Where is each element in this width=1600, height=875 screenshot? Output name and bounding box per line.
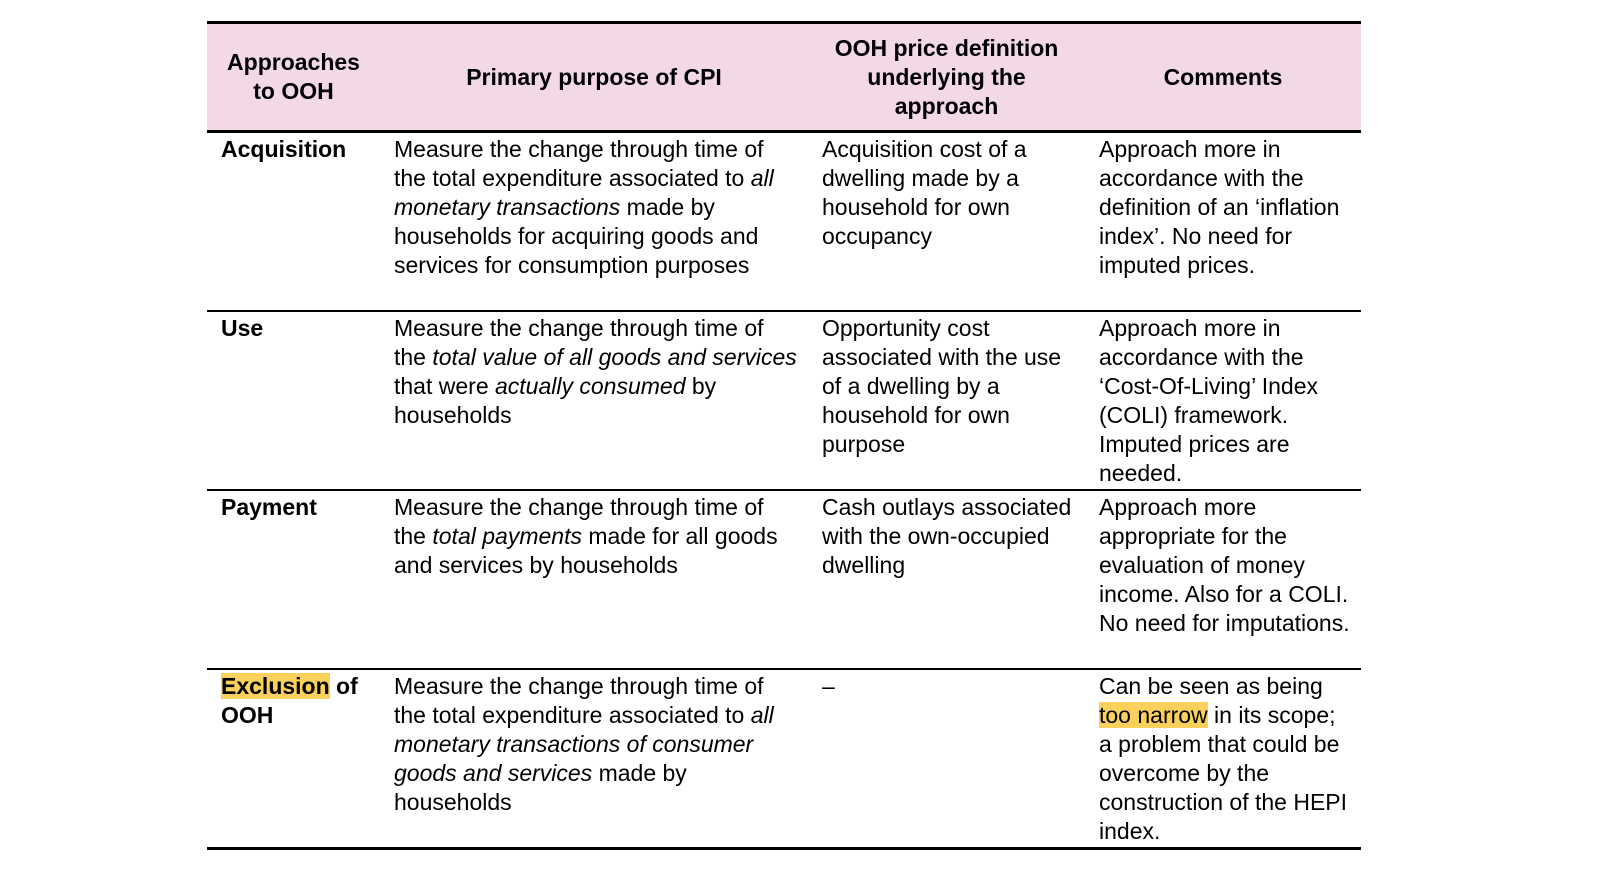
highlighted-text: too narrow — [1099, 702, 1208, 728]
cell-purpose: Measure the change through time of the t… — [380, 132, 808, 312]
table-row: Payment Measure the change through time o… — [207, 490, 1361, 669]
cell-approach: Payment — [207, 490, 380, 669]
cell-approach: Use — [207, 311, 380, 490]
italic-text: total payments — [432, 523, 582, 549]
cell-text: made by households — [394, 760, 687, 815]
cell-text: Approach more in accordance with the ‘Co… — [1099, 315, 1319, 486]
cell-text: made by households for acquiring goods a… — [394, 194, 759, 278]
cell-definition: – — [808, 669, 1085, 849]
cell-text: made for all goods and services by house… — [394, 523, 778, 578]
header-approaches: Approaches to OOH — [227, 49, 360, 104]
cell-text: Acquisition cost of a dwelling made by a… — [822, 136, 1027, 249]
cell-text: Payment — [221, 494, 317, 520]
cell-text: Approach more appropriate for the evalua… — [1099, 494, 1350, 636]
cell-text: of OOH — [221, 673, 358, 728]
table-row: Exclusion of OOH Measure the change throu… — [207, 669, 1361, 849]
cell-comments: Approach more in accordance with the def… — [1085, 132, 1361, 312]
italic-text: all monetary transactions of consumer go… — [394, 702, 774, 786]
italic-text: all monetary transactions — [394, 165, 774, 220]
cell-text: by households — [394, 373, 717, 428]
cell-comments: Can be seen as being too narrow in its s… — [1085, 669, 1361, 849]
cell-text: Opportunity cost associated with the use… — [822, 315, 1062, 457]
highlighted-text: Exclusion — [221, 673, 330, 699]
cell-comments: Approach more appropriate for the evalua… — [1085, 490, 1361, 669]
cell-text: Use — [221, 315, 264, 341]
cell-text: Cash outlays associated with the own-occ… — [822, 494, 1072, 578]
cell-text: in its scope; a problem that could be ov… — [1099, 702, 1348, 844]
cell-purpose: Measure the change through time of the t… — [380, 490, 808, 669]
ooh-approaches-table: Approaches to OOH Primary purpose of CPI O… — [207, 21, 1361, 850]
cell-text: Measure the change through time of the — [394, 494, 764, 549]
cell-comments: Approach more in accordance with the ‘Co… — [1085, 311, 1361, 490]
cell-text: – — [822, 673, 835, 699]
table-row: Use Measure the change through time of th… — [207, 311, 1361, 490]
header-primary-purpose: Primary purpose of CPI — [466, 63, 722, 90]
cell-purpose: Measure the change through time of the t… — [380, 669, 808, 849]
cell-approach: Exclusion of OOH — [207, 669, 380, 849]
cell-purpose: Measure the change through time of the t… — [380, 311, 808, 490]
cell-definition: Opportunity cost associated with the use… — [808, 311, 1085, 490]
cell-definition: Acquisition cost of a dwelling made by a… — [808, 132, 1085, 312]
cell-text: Approach more in accordance with the def… — [1099, 136, 1340, 278]
cell-approach: Acquisition — [207, 132, 380, 312]
cell-text: Measure the change through time of the t… — [394, 673, 764, 728]
header-comments: Comments — [1163, 63, 1283, 90]
header-price-definition: OOH price definition underlying the appr… — [834, 34, 1059, 119]
cell-text: Acquisition — [221, 136, 347, 162]
table-row: Acquisition Measure the change through ti… — [207, 132, 1361, 312]
cell-text: Can be seen as being — [1099, 673, 1323, 699]
italic-text: actually consumed — [495, 373, 686, 399]
cell-text: that were — [394, 373, 495, 399]
cell-definition: Cash outlays associated with the own-occ… — [808, 490, 1085, 669]
cell-text: Measure the change through time of the — [394, 315, 764, 370]
table-body: Acquisition Measure the change through ti… — [207, 132, 1361, 849]
italic-text: total value of all goods and services — [432, 344, 797, 370]
table-header: Approaches to OOH Primary purpose of CPI O… — [207, 22, 1361, 132]
cell-text: Measure the change through time of the t… — [394, 136, 764, 191]
